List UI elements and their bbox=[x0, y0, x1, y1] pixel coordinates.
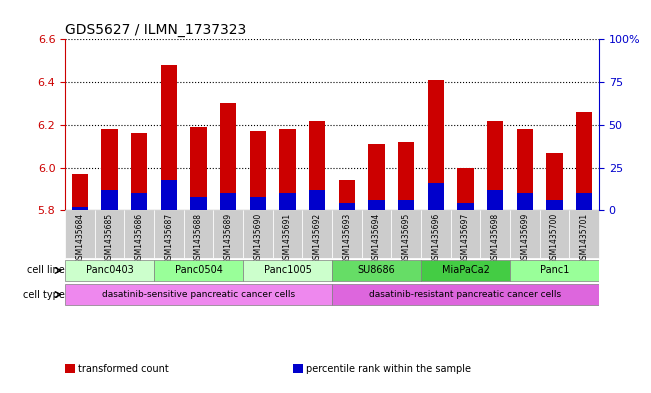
Bar bbox=[576, 112, 592, 210]
FancyBboxPatch shape bbox=[421, 210, 450, 259]
Bar bbox=[339, 204, 355, 210]
Bar bbox=[220, 193, 236, 210]
Bar bbox=[398, 142, 414, 210]
Bar bbox=[279, 129, 296, 210]
FancyBboxPatch shape bbox=[332, 284, 599, 305]
Text: GSM1435688: GSM1435688 bbox=[194, 213, 203, 264]
FancyBboxPatch shape bbox=[95, 210, 124, 259]
FancyBboxPatch shape bbox=[510, 260, 599, 281]
FancyBboxPatch shape bbox=[65, 284, 332, 305]
FancyBboxPatch shape bbox=[65, 260, 154, 281]
Bar bbox=[546, 152, 562, 210]
Bar bbox=[368, 200, 385, 210]
FancyBboxPatch shape bbox=[184, 210, 214, 259]
Bar bbox=[576, 193, 592, 210]
Bar bbox=[102, 129, 118, 210]
Text: cell type: cell type bbox=[23, 290, 65, 299]
Bar bbox=[457, 204, 474, 210]
Bar bbox=[517, 193, 533, 210]
FancyBboxPatch shape bbox=[214, 210, 243, 259]
Bar bbox=[398, 200, 414, 210]
Text: Panc1: Panc1 bbox=[540, 265, 569, 275]
Bar bbox=[279, 193, 296, 210]
FancyBboxPatch shape bbox=[154, 260, 243, 281]
Text: Panc1005: Panc1005 bbox=[264, 265, 311, 275]
Text: GSM1435693: GSM1435693 bbox=[342, 213, 352, 264]
Text: MiaPaCa2: MiaPaCa2 bbox=[441, 265, 490, 275]
Bar bbox=[72, 174, 88, 210]
Text: GSM1435686: GSM1435686 bbox=[135, 213, 144, 264]
FancyBboxPatch shape bbox=[450, 210, 480, 259]
FancyBboxPatch shape bbox=[569, 210, 599, 259]
Bar bbox=[309, 190, 326, 210]
Bar bbox=[72, 207, 88, 210]
Text: SU8686: SU8686 bbox=[357, 265, 395, 275]
Bar bbox=[131, 193, 147, 210]
Text: GDS5627 / ILMN_1737323: GDS5627 / ILMN_1737323 bbox=[65, 23, 246, 37]
Bar bbox=[368, 144, 385, 210]
Text: GSM1435696: GSM1435696 bbox=[432, 213, 440, 264]
Text: GSM1435692: GSM1435692 bbox=[312, 213, 322, 264]
Bar bbox=[487, 190, 503, 210]
Bar bbox=[428, 80, 444, 210]
Bar bbox=[428, 183, 444, 210]
Text: GSM1435694: GSM1435694 bbox=[372, 213, 381, 264]
FancyBboxPatch shape bbox=[391, 210, 421, 259]
FancyBboxPatch shape bbox=[273, 210, 302, 259]
FancyBboxPatch shape bbox=[243, 210, 273, 259]
Bar bbox=[457, 167, 474, 210]
Text: GSM1435695: GSM1435695 bbox=[402, 213, 411, 264]
Text: GSM1435685: GSM1435685 bbox=[105, 213, 114, 264]
Text: GSM1435689: GSM1435689 bbox=[224, 213, 232, 264]
Text: transformed count: transformed count bbox=[78, 364, 169, 374]
FancyBboxPatch shape bbox=[332, 260, 421, 281]
Text: Panc0504: Panc0504 bbox=[174, 265, 223, 275]
Bar bbox=[161, 180, 177, 210]
Bar bbox=[190, 196, 207, 210]
Bar bbox=[250, 131, 266, 210]
Bar bbox=[102, 190, 118, 210]
FancyBboxPatch shape bbox=[124, 210, 154, 259]
Text: GSM1435684: GSM1435684 bbox=[76, 213, 85, 264]
Bar bbox=[309, 121, 326, 210]
Text: GSM1435701: GSM1435701 bbox=[579, 213, 589, 264]
Bar bbox=[161, 65, 177, 210]
Text: GSM1435697: GSM1435697 bbox=[461, 213, 470, 264]
FancyBboxPatch shape bbox=[362, 210, 391, 259]
Text: dasatinib-resistant pancreatic cancer cells: dasatinib-resistant pancreatic cancer ce… bbox=[369, 290, 562, 299]
Bar bbox=[487, 121, 503, 210]
Text: GSM1435687: GSM1435687 bbox=[165, 213, 173, 264]
Text: GSM1435690: GSM1435690 bbox=[253, 213, 262, 264]
Bar bbox=[131, 133, 147, 210]
FancyBboxPatch shape bbox=[332, 210, 362, 259]
Bar bbox=[190, 127, 207, 210]
Text: GSM1435700: GSM1435700 bbox=[550, 213, 559, 264]
Text: cell line: cell line bbox=[27, 265, 65, 275]
FancyBboxPatch shape bbox=[510, 210, 540, 259]
FancyBboxPatch shape bbox=[540, 210, 569, 259]
Bar bbox=[546, 200, 562, 210]
Text: GSM1435691: GSM1435691 bbox=[283, 213, 292, 264]
Bar bbox=[339, 180, 355, 210]
Bar bbox=[517, 129, 533, 210]
Text: GSM1435698: GSM1435698 bbox=[491, 213, 499, 264]
Text: percentile rank within the sample: percentile rank within the sample bbox=[306, 364, 471, 374]
Text: Panc0403: Panc0403 bbox=[86, 265, 133, 275]
FancyBboxPatch shape bbox=[243, 260, 332, 281]
FancyBboxPatch shape bbox=[480, 210, 510, 259]
FancyBboxPatch shape bbox=[154, 210, 184, 259]
Bar bbox=[220, 103, 236, 210]
Text: GSM1435699: GSM1435699 bbox=[520, 213, 529, 264]
Bar bbox=[250, 196, 266, 210]
FancyBboxPatch shape bbox=[421, 260, 510, 281]
Text: dasatinib-sensitive pancreatic cancer cells: dasatinib-sensitive pancreatic cancer ce… bbox=[102, 290, 295, 299]
FancyBboxPatch shape bbox=[302, 210, 332, 259]
FancyBboxPatch shape bbox=[65, 210, 95, 259]
